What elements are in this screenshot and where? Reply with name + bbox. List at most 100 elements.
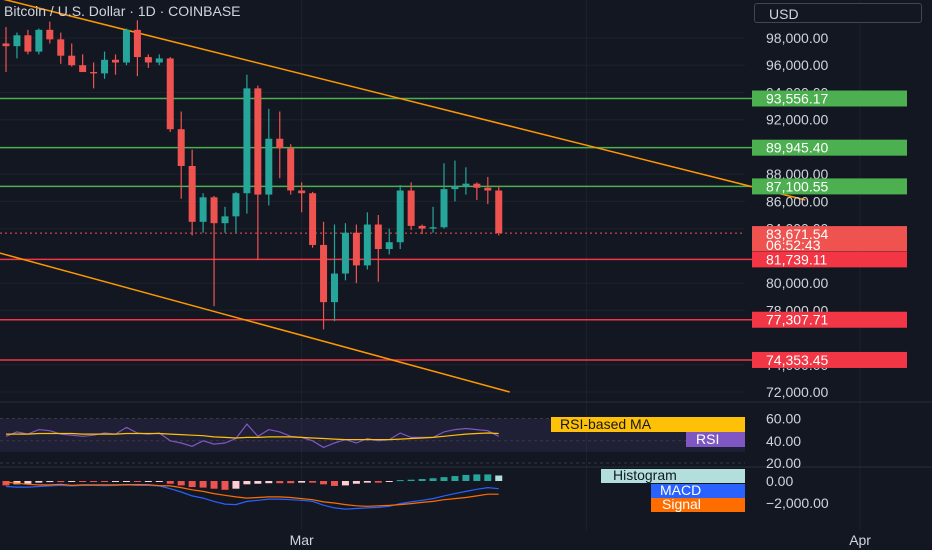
macd-tick-label: 0.00 — [766, 473, 793, 489]
histogram-bar — [144, 481, 152, 482]
rsi-ma-line — [6, 432, 499, 441]
histogram-bar — [254, 481, 262, 484]
candle-body — [462, 183, 470, 187]
signal-line — [5, 481, 499, 507]
candle-body — [265, 138, 273, 195]
rsi-tick-label: 40.00 — [766, 433, 801, 449]
candle-body — [407, 190, 415, 226]
candle-body — [13, 35, 21, 47]
level-badge-label: 74,353.45 — [766, 352, 828, 368]
histogram-bar — [298, 481, 306, 483]
level-badge — [752, 351, 907, 368]
histogram-bar — [352, 481, 360, 484]
candle-body — [177, 129, 185, 166]
histogram-bar — [57, 481, 65, 483]
macd-legend-badge — [651, 484, 745, 498]
candle-body — [166, 58, 174, 130]
histogram-bar — [495, 475, 503, 481]
histogram-bar — [35, 481, 43, 483]
candle-body — [232, 193, 240, 217]
histogram-bar — [287, 481, 295, 484]
signal-legend-label: Signal — [662, 496, 701, 512]
histogram-bar — [341, 481, 349, 486]
histogram-bar — [462, 474, 470, 481]
candle-body — [90, 72, 98, 74]
channel-line — [0, 252, 510, 393]
level-badge — [752, 139, 907, 156]
histogram-bar — [331, 481, 338, 486]
histogram-bar — [221, 481, 229, 490]
candle-body — [363, 224, 371, 266]
histogram-bar — [155, 481, 163, 482]
rsi-tick-label: 60.00 — [766, 411, 801, 427]
currency-selector[interactable]: USD — [754, 3, 922, 23]
histogram-bar — [473, 474, 481, 481]
candle-body — [352, 232, 360, 266]
candle-body — [484, 187, 492, 191]
rsi-legend-label: RSI — [696, 431, 719, 447]
rsi-tick-label: 20.00 — [766, 455, 801, 471]
rsi-line — [5, 423, 499, 449]
histogram-bar — [440, 477, 448, 481]
histogram-bar — [68, 481, 76, 482]
candle-body — [451, 186, 459, 190]
histogram-bar — [79, 481, 87, 482]
last-price-badge — [752, 226, 907, 252]
candle-body — [122, 29, 130, 63]
histogram-bar — [385, 481, 393, 482]
level-badge-label: 87,100.55 — [766, 178, 828, 194]
candle-body — [374, 224, 382, 250]
candle-body — [298, 190, 306, 194]
candle-body — [473, 183, 481, 188]
chart-title: Bitcoin / U.S. Dollar · 1D · COINBASE — [4, 3, 241, 19]
candle-body — [287, 148, 295, 191]
level-badge — [752, 90, 907, 107]
candle-body — [341, 232, 349, 274]
histogram-bar — [46, 481, 54, 483]
candle-body — [210, 197, 218, 224]
candle-body — [2, 43, 10, 47]
rsi-ma-legend-badge — [551, 417, 745, 432]
histogram-bar — [374, 481, 382, 483]
candle-body — [440, 189, 448, 228]
candle-body — [24, 35, 32, 52]
level-badge-label: 89,945.40 — [766, 140, 828, 156]
candle-body — [57, 39, 65, 56]
histogram-bar — [122, 481, 130, 482]
candle-body — [199, 197, 207, 222]
candle-body — [320, 244, 328, 303]
histogram-bar — [24, 481, 32, 484]
candle-body — [495, 190, 503, 234]
histogram-bar — [396, 480, 404, 482]
rsi-ma-legend-label: RSI-based MA — [560, 416, 652, 432]
price-tick-label: 96,000.00 — [766, 57, 828, 73]
candle-body — [331, 273, 338, 303]
candle-body — [418, 225, 426, 229]
histogram-bar — [232, 481, 240, 489]
candle-body — [155, 58, 163, 63]
price-tick-label: 92,000.00 — [766, 112, 828, 128]
histogram-bar — [265, 481, 273, 484]
macd-tick-label: −2,000.00 — [766, 495, 829, 511]
candle-body — [221, 216, 229, 224]
time-axis-label: Apr — [849, 532, 871, 548]
candle-body — [112, 59, 119, 63]
last-price-label: 83,671.54 — [766, 226, 828, 242]
level-badge — [752, 251, 907, 268]
histogram-bar — [363, 481, 371, 483]
candle-body — [188, 165, 196, 222]
level-badge — [752, 311, 907, 328]
level-badge — [752, 178, 907, 195]
histogram-bar — [309, 481, 317, 483]
level-badge-label: 93,556.17 — [766, 91, 828, 107]
price-tick-label: 98,000.00 — [766, 30, 828, 46]
histogram-bar — [320, 481, 328, 485]
signal-legend-badge — [651, 498, 745, 512]
histogram-bar — [2, 481, 10, 486]
histogram-bar — [484, 474, 492, 481]
histogram-bar — [90, 481, 98, 482]
histogram-bar — [451, 476, 459, 481]
histogram-bar — [188, 481, 196, 488]
histogram-bar — [101, 481, 109, 482]
